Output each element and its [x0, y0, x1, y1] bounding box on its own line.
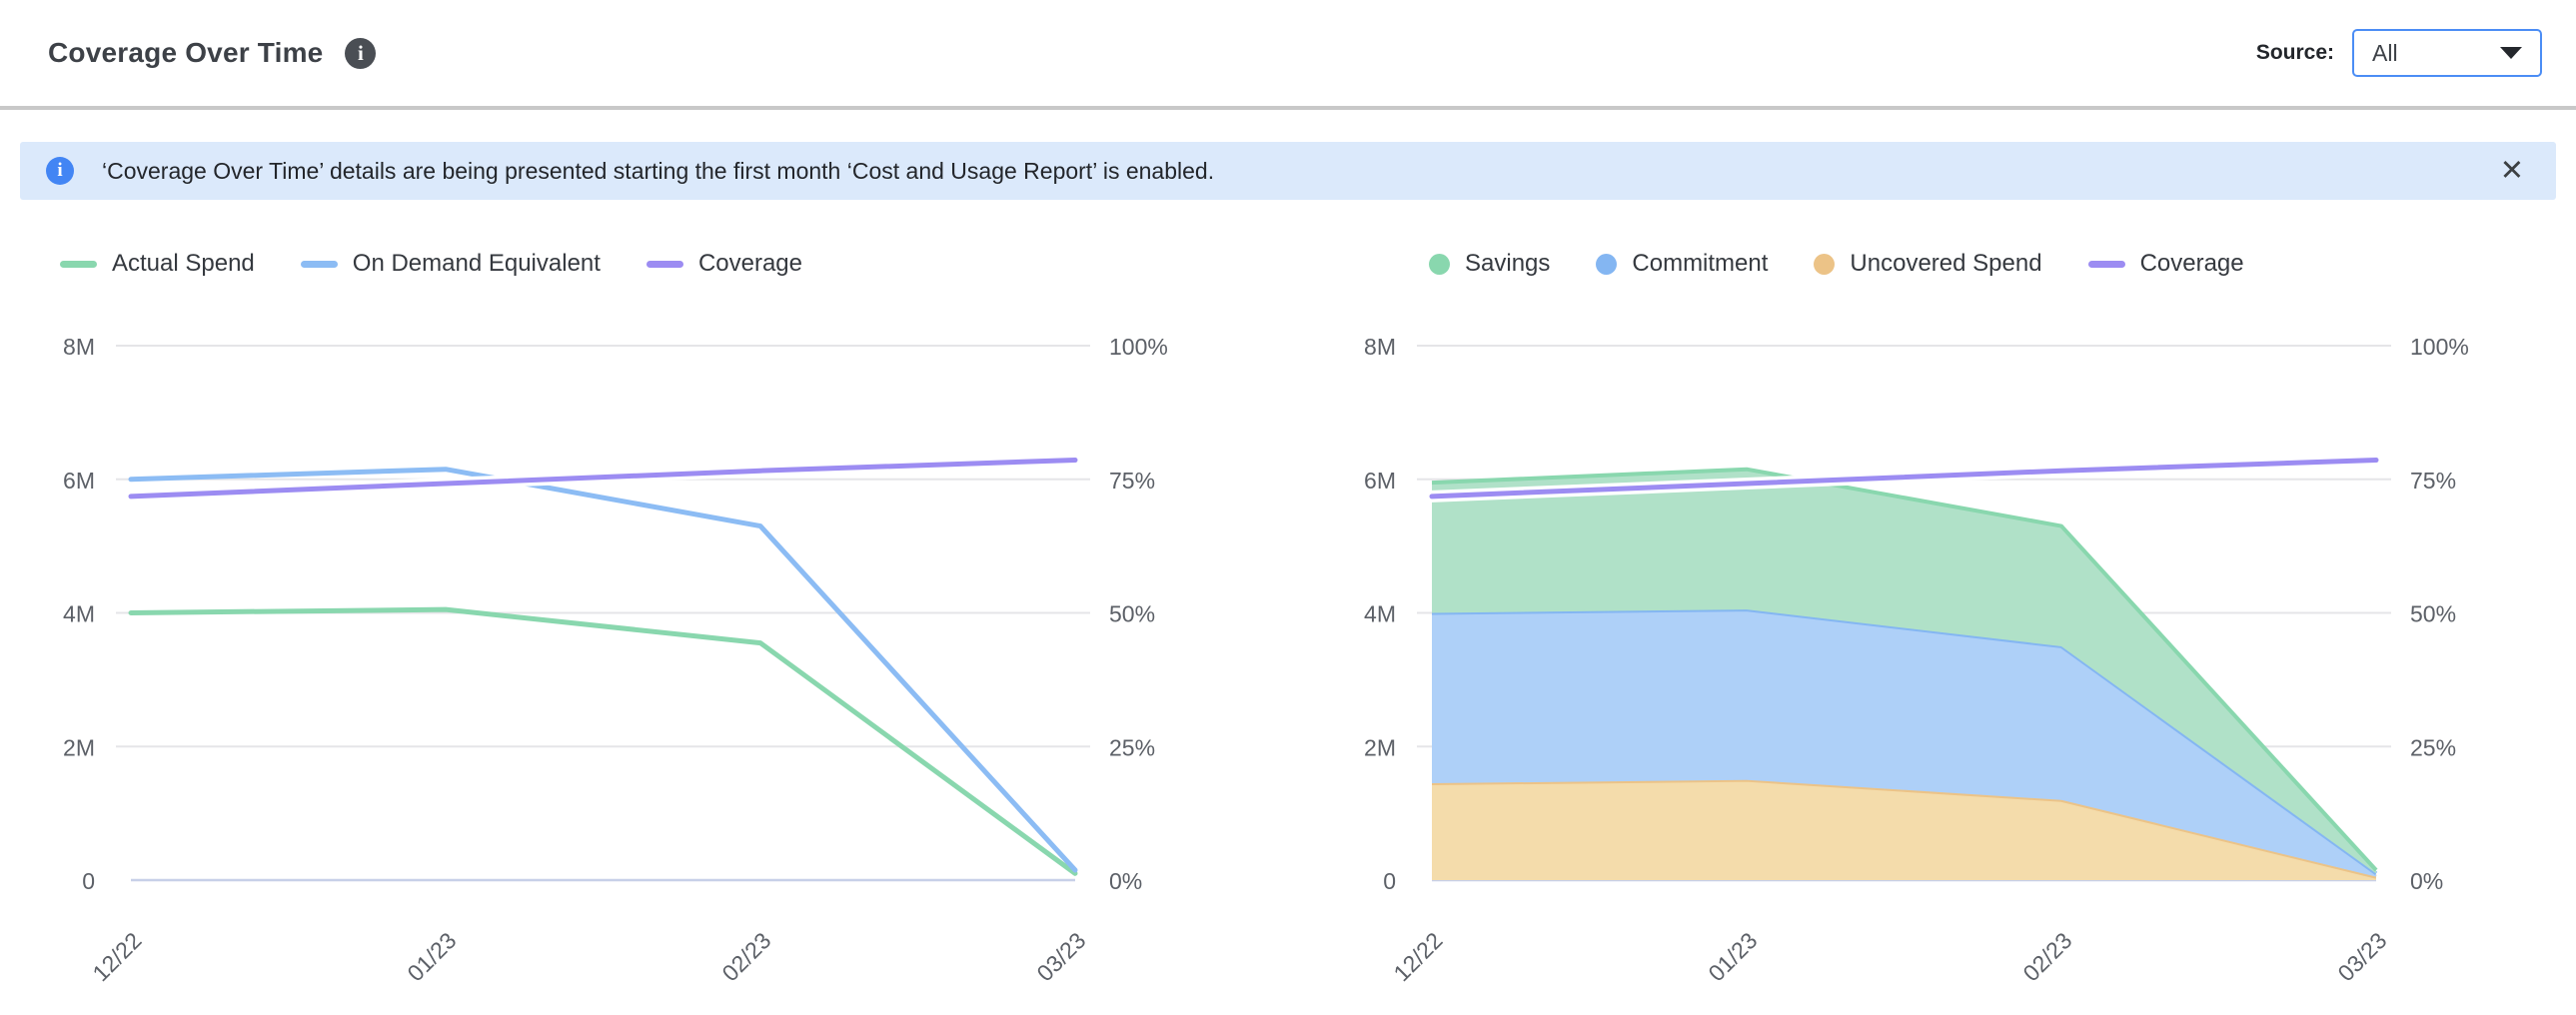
svg-text:8M: 8M	[1364, 334, 1396, 360]
svg-text:100%: 100%	[1109, 334, 1168, 360]
svg-text:0: 0	[82, 868, 95, 894]
svg-text:0: 0	[1383, 868, 1396, 894]
svg-text:01/23: 01/23	[402, 927, 461, 986]
source-label: Source:	[2255, 41, 2334, 64]
header: Coverage Over Time i Source: All	[0, 0, 2576, 110]
svg-text:4M: 4M	[1364, 601, 1396, 627]
legend-item-on-demand-equivalent[interactable]: On Demand Equivalent	[300, 250, 601, 278]
coverage-swatch-icon	[645, 260, 683, 268]
info-banner: i ‘Coverage Over Time’ details are being…	[20, 142, 2556, 200]
svg-text:75%: 75%	[2410, 468, 2456, 494]
area-chart-legend: Savings Commitment Uncovered Spend Cover…	[1317, 238, 2556, 290]
legend-item-coverage-area[interactable]: Coverage	[2087, 250, 2244, 278]
source-select[interactable]: All	[2352, 29, 2542, 77]
charts-row: Actual Spend On Demand Equivalent Covera…	[0, 238, 2576, 1005]
svg-text:50%: 50%	[2410, 601, 2456, 627]
svg-text:01/23: 01/23	[1703, 927, 1762, 986]
svg-text:75%: 75%	[1109, 468, 1155, 494]
chevron-down-icon	[2500, 47, 2522, 59]
line-chart-svg: 8M 100% 6M 75% 4M 50% 2M 25% 0 0% 12/22 01/23 02/23 0…	[63, 334, 1168, 986]
svg-text:12/22: 12/22	[87, 927, 146, 986]
legend-item-actual-spend[interactable]: Actual Spend	[60, 250, 255, 278]
svg-text:25%: 25%	[1109, 734, 1155, 760]
svg-text:25%: 25%	[2410, 734, 2456, 760]
svg-text:50%: 50%	[1109, 601, 1155, 627]
banner-close-button[interactable]: ✕	[2494, 156, 2530, 186]
line-chart-legend: Actual Spend On Demand Equivalent Covera…	[16, 238, 1255, 290]
legend-item-uncovered-spend[interactable]: Uncovered Spend	[1814, 250, 2042, 278]
on-demand-equivalent-swatch-icon	[300, 260, 338, 268]
legend-item-coverage[interactable]: Coverage	[645, 250, 802, 278]
actual-spend-swatch-icon	[60, 260, 97, 268]
svg-text:0%: 0%	[2410, 868, 2443, 894]
savings-swatch-icon	[1429, 253, 1450, 275]
svg-text:6M: 6M	[1364, 468, 1396, 494]
svg-text:8M: 8M	[63, 334, 95, 360]
svg-text:02/23: 02/23	[716, 927, 775, 986]
info-icon: i	[46, 157, 74, 185]
svg-text:2M: 2M	[1364, 734, 1396, 760]
area-chart-svg: 8M 100% 6M 75% 4M 50% 2M 25% 0 0% 12/22 01/23 02/23 0…	[1364, 334, 2469, 986]
legend-item-commitment[interactable]: Commitment	[1596, 250, 1768, 278]
svg-text:03/23: 03/23	[2332, 927, 2391, 986]
svg-text:6M: 6M	[63, 468, 95, 494]
page-title: Coverage Over Time	[48, 37, 324, 68]
line-chart-panel: Actual Spend On Demand Equivalent Covera…	[16, 238, 1255, 1005]
svg-text:2M: 2M	[63, 734, 95, 760]
legend-item-savings[interactable]: Savings	[1429, 250, 1550, 278]
svg-text:4M: 4M	[63, 601, 95, 627]
source-select-value: All	[2372, 39, 2398, 66]
svg-text:03/23: 03/23	[1031, 927, 1090, 986]
svg-text:100%: 100%	[2410, 334, 2469, 360]
svg-text:02/23: 02/23	[2017, 927, 2076, 986]
title-info-icon[interactable]: i	[345, 37, 377, 69]
svg-text:12/22: 12/22	[1388, 927, 1447, 986]
coverage-swatch-icon	[2087, 260, 2125, 268]
uncovered-spend-swatch-icon	[1814, 253, 1836, 275]
commitment-swatch-icon	[1596, 253, 1618, 275]
area-chart-panel: Savings Commitment Uncovered Spend Cover…	[1317, 238, 2556, 1005]
svg-text:0%: 0%	[1109, 868, 1142, 894]
info-banner-text: ‘Coverage Over Time’ details are being p…	[102, 157, 1215, 184]
